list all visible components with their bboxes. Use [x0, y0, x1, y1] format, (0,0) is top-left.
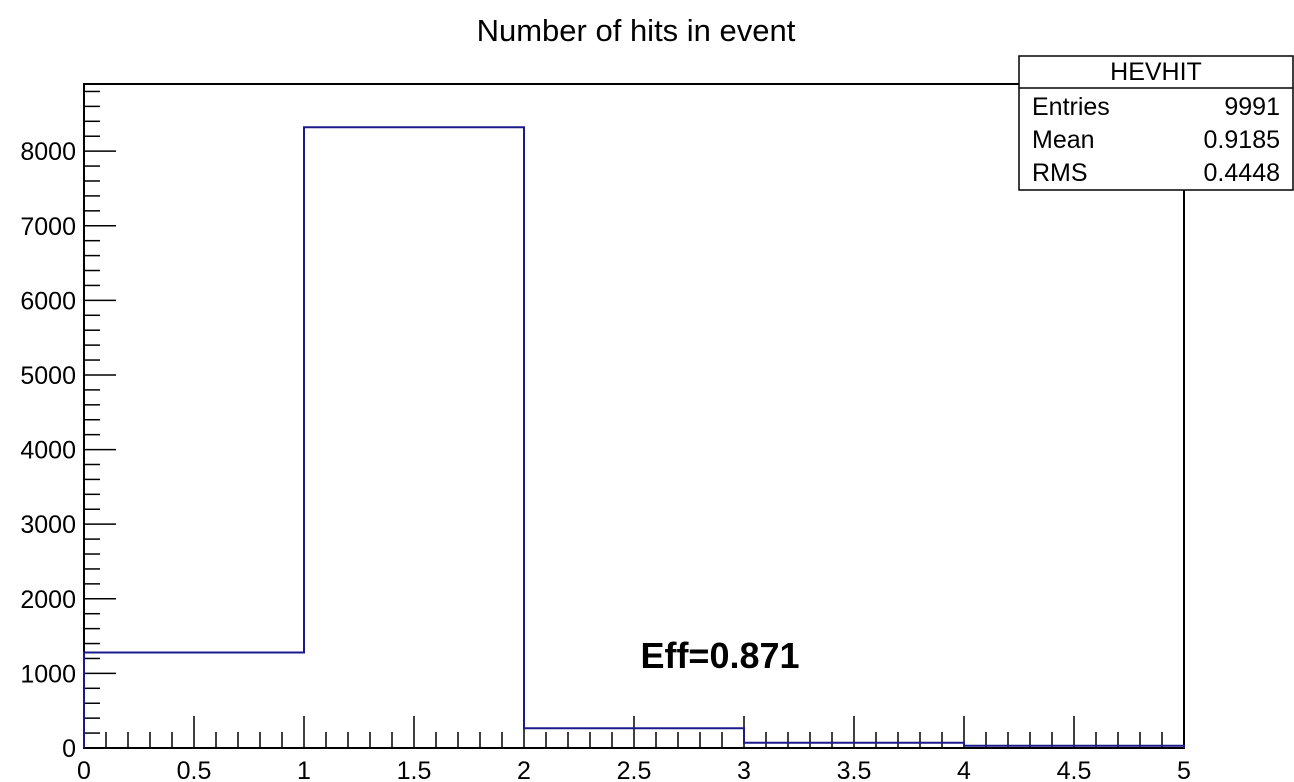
x-tick-label: 2.5: [617, 757, 652, 782]
stats-entries-value: 9991: [1224, 93, 1280, 121]
x-tick-label: 1: [297, 757, 311, 782]
histogram-bins: [84, 127, 1184, 748]
y-tick-label: 5000: [20, 362, 76, 390]
y-tick-label: 4000: [20, 437, 76, 465]
x-tick-label: 0.5: [177, 757, 212, 782]
y-tick-label: 6000: [20, 287, 76, 315]
y-tick-label: 2000: [20, 586, 76, 614]
y-tick-label: 8000: [20, 138, 76, 166]
stats-mean-label: Mean: [1032, 126, 1095, 154]
x-tick-label: 4: [957, 757, 971, 782]
y-tick-label: 7000: [20, 213, 76, 241]
x-tick-label: 3.5: [837, 757, 872, 782]
stats-box-frame: [1018, 55, 1294, 191]
stats-box: HEVHIT Entries 9991 Mean 0.9185 RMS 0.44…: [1018, 55, 1294, 191]
y-tick-label: 0: [62, 735, 76, 763]
efficiency-annotation: Eff=0.871: [640, 635, 799, 676]
stats-rms-value: 0.4448: [1204, 159, 1280, 187]
stats-entries-label: Entries: [1032, 93, 1110, 121]
stats-rms-label: RMS: [1032, 159, 1088, 187]
y-tick-label: 1000: [20, 660, 76, 688]
x-tick-label: 2: [517, 757, 531, 782]
histogram-outline: [83, 126, 1185, 748]
stats-mean-value: 0.9185: [1204, 126, 1280, 154]
stats-box-title: HEVHIT: [1110, 58, 1202, 86]
y-axis: 0 1000 2000 3000 4000 5000 6000 7000 8000: [20, 90, 116, 763]
y-tick-label: 3000: [20, 511, 76, 539]
x-tick-label: 4.5: [1057, 757, 1092, 782]
histogram-bin-1: [304, 127, 524, 748]
x-tick-label: 3: [737, 757, 751, 782]
chart-title: Number of hits in event: [477, 13, 796, 48]
x-tick-label: 5: [1177, 757, 1191, 782]
x-axis: 0 0.5 1 1.5 2 2.5 3 3.5 4 4.5 5: [77, 716, 1191, 782]
x-tick-label: 0: [77, 757, 91, 782]
x-tick-label: 1.5: [397, 757, 432, 782]
